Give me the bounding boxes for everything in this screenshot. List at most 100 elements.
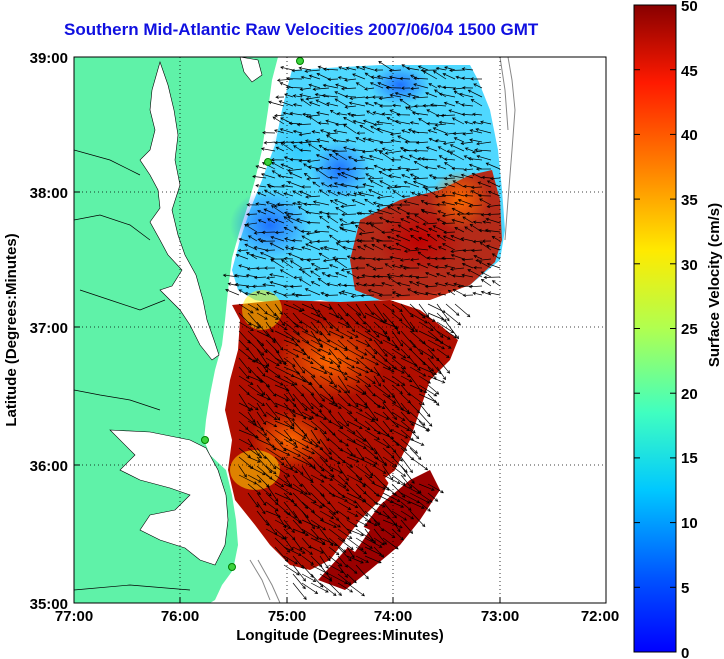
velocity-arrow <box>382 474 401 485</box>
velocity-arrow <box>355 447 365 461</box>
velocity-arrow <box>477 193 492 198</box>
velocity-arrow <box>442 85 456 90</box>
velocity-arrow <box>427 129 438 134</box>
velocity-arrow <box>424 187 438 197</box>
velocity-arrow <box>427 245 438 251</box>
velocity-arrow <box>339 226 348 233</box>
velocity-arrow <box>256 447 267 460</box>
velocity-arrow <box>361 150 375 154</box>
velocity-arrow <box>282 111 294 116</box>
velocity-arrow <box>328 465 343 474</box>
velocity-arrow <box>412 96 429 100</box>
velocity-arrow <box>328 537 347 553</box>
velocity-arrow <box>391 264 402 269</box>
velocity-arrow <box>358 211 375 216</box>
velocity-arrow <box>409 173 420 179</box>
velocity-arrow <box>298 267 312 272</box>
velocity-arrow <box>256 501 266 515</box>
velocity-arrow <box>310 582 329 593</box>
velocity-arrow <box>370 125 384 134</box>
velocity-arrow <box>479 198 492 206</box>
x-tick-label: 77:00 <box>55 608 93 625</box>
velocity-arrow <box>444 264 456 269</box>
velocity-arrow <box>238 303 254 314</box>
velocity-arrow <box>322 83 339 89</box>
velocity-arrow <box>471 172 483 179</box>
velocity-arrow <box>386 116 402 125</box>
velocity-arrow <box>363 283 375 287</box>
velocity-arrow <box>294 294 312 298</box>
velocity-arrow <box>461 86 474 90</box>
velocity-arrow <box>292 348 307 356</box>
x-tick-label: 72:00 <box>581 608 619 625</box>
velocity-arrow <box>376 75 393 80</box>
velocity-arrow <box>326 282 339 287</box>
velocity-arrow <box>265 420 278 428</box>
velocity-arrow <box>331 149 348 154</box>
velocity-arrow <box>359 155 375 161</box>
velocity-arrow <box>335 122 348 127</box>
velocity-arrow <box>327 166 339 170</box>
velocity-arrow <box>345 138 357 143</box>
velocity-arrow <box>238 321 254 331</box>
velocity-arrow <box>301 537 312 549</box>
velocity-arrow <box>356 131 366 135</box>
x-tick-label: 75:00 <box>268 608 306 625</box>
velocity-arrow <box>292 321 309 333</box>
velocity-arrow <box>274 218 285 224</box>
x-tick-label: 74:00 <box>374 608 412 625</box>
velocity-arrow <box>274 339 284 351</box>
velocity-arrow <box>265 357 280 366</box>
velocity-arrow <box>319 246 330 251</box>
velocity-arrow <box>445 303 460 316</box>
velocity-arrow <box>345 66 357 71</box>
velocity-arrow <box>292 103 303 107</box>
velocity-arrow <box>464 120 474 125</box>
velocity-arrow <box>281 184 294 188</box>
velocity-arrow <box>337 447 354 457</box>
velocity-arrow <box>323 147 339 152</box>
velocity-arrow <box>301 519 321 529</box>
velocity-arrow <box>362 137 375 143</box>
velocity-arrow <box>364 87 375 91</box>
velocity-arrow <box>274 393 290 402</box>
velocity-arrow <box>466 211 483 216</box>
velocity-arrow <box>256 330 277 341</box>
velocity-arrow <box>319 321 331 337</box>
velocity-arrow <box>255 202 267 206</box>
velocity-arrow <box>299 140 312 145</box>
velocity-arrow <box>444 282 456 287</box>
velocity-arrow <box>301 348 311 360</box>
velocity-arrow <box>461 257 474 262</box>
velocity-arrow <box>283 211 294 215</box>
velocity-arrow <box>399 76 411 81</box>
velocity-arrow <box>346 546 355 559</box>
velocity-arrow <box>355 82 366 89</box>
velocity-arrow <box>463 184 474 189</box>
velocity-arrow <box>318 144 330 152</box>
velocity-arrow <box>298 159 312 163</box>
velocity-arrow <box>301 546 313 555</box>
velocity-arrow <box>384 263 393 269</box>
velocity-arrow <box>413 148 429 153</box>
velocity-arrow <box>274 375 295 386</box>
velocity-arrow <box>398 203 411 207</box>
velocity-arrow <box>348 101 366 107</box>
y-tick-label: 36:00 <box>30 458 68 475</box>
velocity-arrow <box>346 528 365 537</box>
velocity-arrow <box>405 168 420 172</box>
velocity-arrow <box>422 103 438 108</box>
velocity-arrow <box>292 438 310 449</box>
velocity-arrow <box>378 96 393 101</box>
velocity-arrow <box>463 155 474 161</box>
velocity-arrow <box>291 68 303 73</box>
velocity-arrow <box>266 276 276 280</box>
velocity-arrow <box>424 284 438 289</box>
velocity-arrow <box>436 357 451 374</box>
velocity-arrow <box>337 239 348 244</box>
velocity-arrow <box>400 501 412 511</box>
velocity-arrow <box>454 303 471 318</box>
station-marker <box>201 436 209 444</box>
velocity-arrow <box>364 330 384 344</box>
